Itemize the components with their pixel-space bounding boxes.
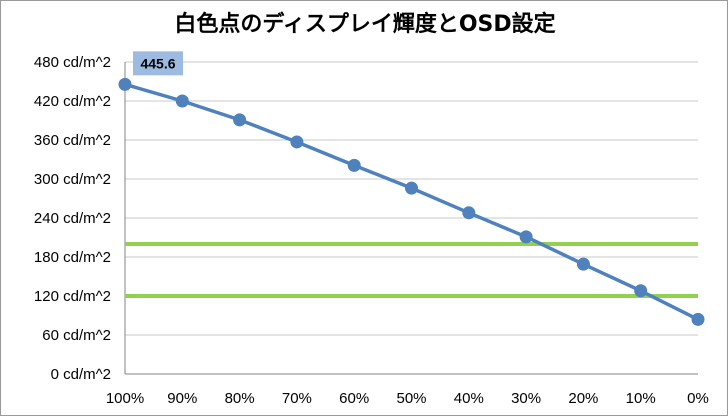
x-tick-label-2: 80% <box>225 390 255 407</box>
reference-lines <box>125 242 698 298</box>
data-point-0 <box>118 77 132 91</box>
x-tick-label-10: 0% <box>687 390 709 407</box>
data-label-box <box>133 51 183 76</box>
x-axis-ticks: 100% 90% 80% 70% 60% 50% 40% 30% 20% 10% 0% <box>106 390 709 407</box>
x-tick-label-3: 70% <box>282 390 312 407</box>
data-point-8 <box>576 257 590 271</box>
x-tick-label-8: 20% <box>568 390 598 407</box>
data-point-2 <box>233 113 247 127</box>
data-labels: 445.6 <box>133 51 183 76</box>
series-line-0 <box>124 82 699 321</box>
y-tick-label-480: 480 cd/m^2 <box>34 54 111 71</box>
y-tick-label-0: 0 cd/m^2 <box>51 366 111 383</box>
data-point-7 <box>519 230 533 244</box>
data-point-10 <box>691 312 705 326</box>
x-tick-label-9: 10% <box>626 390 656 407</box>
data-point-5 <box>405 181 418 195</box>
x-tick-label-7: 30% <box>511 390 541 407</box>
data-point-9 <box>634 284 648 298</box>
x-tick-label-0: 100% <box>106 390 144 407</box>
y-tick-label-420: 420 cd/m^2 <box>34 93 111 110</box>
x-tick-label-1: 90% <box>167 390 197 407</box>
x-tick-label-5: 50% <box>396 390 426 407</box>
y-tick-label-180: 180 cd/m^2 <box>34 249 111 266</box>
y-tick-label-300: 300 cd/m^2 <box>34 171 111 188</box>
y-tick-label-240: 240 cd/m^2 <box>34 210 111 227</box>
y-tick-label-60: 60 cd/m^2 <box>42 327 111 344</box>
axes <box>124 62 698 375</box>
data-point-1 <box>175 94 189 108</box>
series-group <box>118 77 705 326</box>
data-label-text: 445.6 <box>140 55 175 71</box>
data-point-4 <box>347 158 361 172</box>
data-point-6 <box>462 206 476 220</box>
data-point-3 <box>290 135 304 149</box>
x-tick-label-6: 40% <box>454 390 484 407</box>
y-axis-ticks: 0 cd/m^2 60 cd/m^2 120 cd/m^2 180 cd/m^2 240… <box>34 54 111 383</box>
x-tick-label-4: 60% <box>339 390 369 407</box>
y-tick-label-360: 360 cd/m^2 <box>34 132 111 149</box>
chart-title: 白色点のディスプレイ輝度とOSD設定 <box>174 11 555 37</box>
y-tick-label-120: 120 cd/m^2 <box>34 288 111 305</box>
